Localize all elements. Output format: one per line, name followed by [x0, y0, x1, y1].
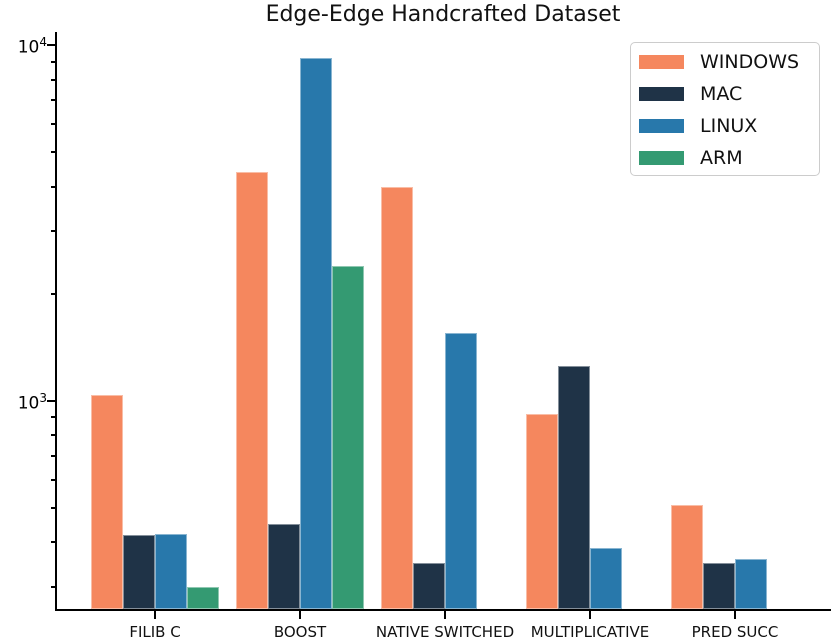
bar-windows-boost [236, 172, 268, 609]
x-tick-label-native-switched: NATIVE SWITCHED [375, 623, 515, 641]
y-major-tick-10000 [47, 44, 55, 47]
y-minor-tick-8000 [51, 78, 55, 81]
x-tick-filib-c [154, 611, 156, 619]
legend-item-arm: ARM [631, 142, 819, 174]
legend-swatch-linux [639, 119, 684, 133]
bar-mac-native-switched [413, 563, 445, 609]
x-tick-multiplicative [589, 611, 591, 619]
x-tick-pred-succ [734, 611, 736, 619]
bar-arm-filib-c [187, 586, 219, 609]
y-major-tick-1000 [47, 399, 55, 402]
y-minor-tick-2000 [51, 292, 55, 295]
bar-windows-native-switched [381, 186, 413, 609]
legend-item-mac: MAC [631, 78, 819, 110]
y-minor-tick-9000 [51, 60, 55, 63]
legend-item-linux: LINUX [631, 110, 819, 142]
y-minor-tick-3000 [51, 230, 55, 233]
plot-area: 104 103 FILIB C BOOST NATIVE SWITCHED MULTIP… [18, 32, 831, 641]
bar-linux-filib-c [155, 534, 187, 609]
x-tick-label-multiplicative: MULTIPLICATIVE [530, 623, 650, 641]
bar-mac-pred-succ [703, 563, 735, 609]
y-minor-tick-6000 [51, 123, 55, 126]
y-minor-tick-4000 [51, 185, 55, 188]
x-tick-boost [299, 611, 301, 619]
x-tick-label-pred-succ: PRED SUCC [691, 623, 779, 641]
x-tick-native-switched [444, 611, 446, 619]
y-tick-label-10000: 104 [17, 35, 47, 58]
bar-windows-multiplicative [526, 413, 558, 609]
legend-label-windows: WINDOWS [700, 51, 800, 73]
legend-item-windows: WINDOWS [631, 46, 819, 78]
chart-title: Edge-Edge Handcrafted Dataset [265, 2, 621, 27]
bar-linux-native-switched [445, 333, 477, 609]
bar-windows-filib-c [91, 394, 123, 609]
bar-mac-boost [268, 524, 300, 609]
legend-label-linux: LINUX [700, 115, 758, 137]
bar-arm-boost [332, 265, 364, 609]
legend-swatch-mac [639, 87, 684, 101]
y-minor-tick-700 [51, 455, 55, 458]
legend-swatch-windows [639, 55, 684, 69]
bar-mac-multiplicative [558, 366, 590, 609]
legend-label-arm: ARM [700, 147, 743, 169]
y-minor-tick-900 [51, 416, 55, 419]
bar-linux-boost [300, 58, 332, 609]
y-minor-tick-600 [51, 478, 55, 481]
y-minor-tick-500 [51, 507, 55, 509]
bar-linux-multiplicative [590, 548, 622, 609]
y-minor-tick-400 [51, 541, 55, 544]
x-tick-label-boost: BOOST [273, 623, 327, 641]
x-tick-label-filib-c: FILIB C [129, 623, 181, 641]
bar-windows-pred-succ [671, 504, 703, 609]
bar-mac-filib-c [123, 534, 155, 609]
legend-label-mac: MAC [700, 83, 743, 105]
y-tick-label-1000: 103 [17, 390, 47, 414]
y-minor-tick-7000 [51, 99, 55, 102]
y-minor-tick-800 [51, 434, 55, 437]
legend-swatch-arm [639, 151, 684, 165]
y-minor-tick-300 [51, 585, 55, 588]
legend: WINDOWS MAC LINUX ARM [630, 42, 820, 176]
bar-linux-pred-succ [735, 558, 767, 609]
y-minor-tick-5000 [51, 151, 55, 154]
